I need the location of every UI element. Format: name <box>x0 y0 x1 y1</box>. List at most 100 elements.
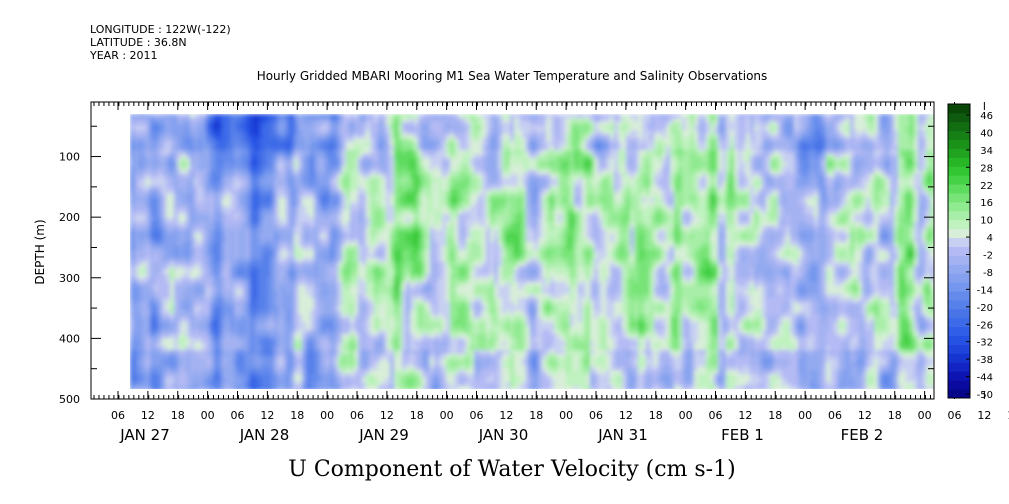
heat-cell <box>230 302 235 307</box>
heat-cell <box>226 274 231 279</box>
heat-cell <box>206 226 211 231</box>
heat-cell <box>410 274 415 279</box>
heat-cell <box>310 202 315 207</box>
heat-cell <box>162 122 167 127</box>
heat-cell <box>358 350 363 355</box>
heat-cell <box>162 322 167 327</box>
heat-cell <box>270 242 275 247</box>
heat-cell <box>206 322 211 327</box>
heat-cell <box>382 362 387 367</box>
heat-cell <box>282 374 287 379</box>
heat-cell <box>130 354 135 359</box>
heat-cell <box>270 174 275 179</box>
heat-cell <box>382 330 387 335</box>
heat-cell <box>258 262 263 267</box>
heat-cell <box>294 362 299 367</box>
heat-cell <box>342 114 347 119</box>
heat-cell <box>370 142 375 147</box>
heat-cell <box>374 138 379 143</box>
heat-cell <box>198 158 203 163</box>
heat-cell <box>226 158 231 163</box>
heat-cell <box>366 366 371 371</box>
heat-cell <box>386 182 391 187</box>
heat-cell <box>274 246 279 251</box>
heat-cell <box>370 274 375 279</box>
heat-cell <box>302 322 307 327</box>
heat-cell <box>222 146 227 151</box>
heat-cell <box>238 374 243 379</box>
heat-cell <box>218 130 223 135</box>
heat-cell <box>210 350 215 355</box>
heat-cell <box>278 354 283 359</box>
heat-cell <box>386 302 391 307</box>
heat-cell <box>130 178 135 183</box>
heat-cell <box>190 246 195 251</box>
heat-cell <box>282 210 287 215</box>
heat-cell <box>262 122 267 127</box>
heat-cell <box>210 170 215 175</box>
heat-cell <box>274 210 279 215</box>
heat-cell <box>190 254 195 259</box>
heat-cell <box>194 246 199 251</box>
heat-cell <box>218 286 223 291</box>
heat-cell <box>210 194 215 199</box>
heat-cell <box>346 362 351 367</box>
heat-cell <box>254 126 259 131</box>
heat-cell <box>186 138 191 143</box>
heat-cell <box>294 374 299 379</box>
heat-cell <box>206 126 211 131</box>
heat-cell <box>238 142 243 147</box>
heat-cell <box>214 162 219 167</box>
heat-cell <box>154 114 159 119</box>
heat-cell <box>222 270 227 275</box>
heat-cell <box>342 190 347 195</box>
heat-cell <box>238 254 243 259</box>
heat-cell <box>198 254 203 259</box>
heat-cell <box>190 294 195 299</box>
heat-cell <box>414 230 419 235</box>
heat-cell <box>298 302 303 307</box>
heat-cell <box>262 146 267 151</box>
heat-cell <box>382 138 387 143</box>
heat-cell <box>158 162 163 167</box>
heat-cell <box>394 202 399 207</box>
heat-cell <box>338 198 343 203</box>
heat-cell <box>234 206 239 211</box>
heat-cell <box>158 146 163 151</box>
heat-cell <box>414 318 419 323</box>
heat-cell <box>346 242 351 247</box>
heat-cell <box>378 186 383 191</box>
heat-cell <box>286 326 291 331</box>
heat-cell <box>278 338 283 343</box>
heat-cell <box>190 362 195 367</box>
heat-cell <box>182 382 187 387</box>
heat-cell <box>162 386 167 389</box>
heat-cell <box>278 198 283 203</box>
heat-cell <box>178 270 183 275</box>
heat-cell <box>282 366 287 371</box>
heat-cell <box>218 346 223 351</box>
heat-cell <box>278 170 283 175</box>
heat-cell <box>350 274 355 279</box>
heat-cell <box>402 358 407 363</box>
heat-cell <box>202 218 207 223</box>
heat-cell <box>242 194 247 199</box>
heat-cell <box>262 266 267 271</box>
heat-cell <box>174 326 179 331</box>
heat-cell <box>194 186 199 191</box>
heat-cell <box>258 334 263 339</box>
heat-cell <box>222 290 227 295</box>
heat-cell <box>378 146 383 151</box>
heat-cell <box>342 290 347 295</box>
heat-cell <box>246 374 251 379</box>
heat-cell <box>170 130 175 135</box>
heat-cell <box>326 350 331 355</box>
heat-cell <box>342 350 347 355</box>
heat-cell <box>386 290 391 295</box>
heat-cell <box>358 362 363 367</box>
heat-cell <box>334 290 339 295</box>
heat-cell <box>266 166 271 171</box>
heat-cell <box>310 362 315 367</box>
heat-cell <box>134 174 139 179</box>
heat-cell <box>246 230 251 235</box>
